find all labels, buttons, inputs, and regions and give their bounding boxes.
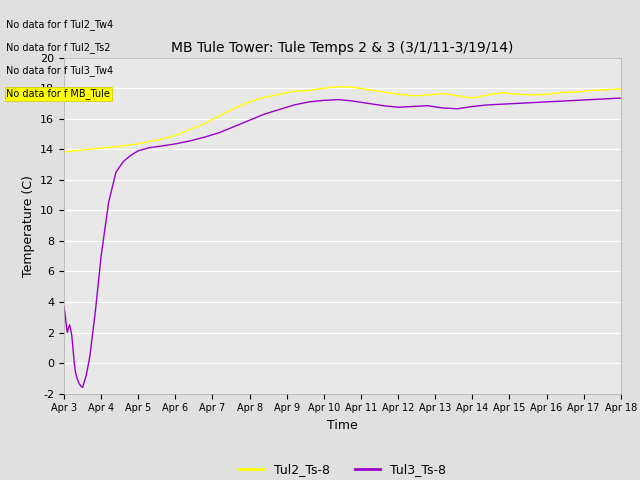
X-axis label: Time: Time	[327, 419, 358, 432]
Tul2_Ts-8	[409, 93, 417, 99]
Tul2_Ts-8	[145, 139, 153, 144]
Tul2_Ts-8	[108, 144, 116, 150]
Tul2_Ts-8	[186, 127, 194, 132]
Tul3_Ts-8	[365, 100, 372, 106]
Tul3_Ts-8	[157, 144, 164, 149]
Tul2_Ts-8	[124, 143, 131, 148]
Text: No data for f Tul3_Tw4: No data for f Tul3_Tw4	[6, 65, 113, 76]
Tul2_Ts-8	[543, 91, 550, 97]
Tul2_Ts-8	[231, 105, 239, 111]
Tul2_Ts-8	[528, 92, 536, 98]
Tul2_Ts-8	[66, 148, 74, 154]
Tul3_Ts-8	[79, 384, 86, 390]
Tul2_Ts-8	[291, 88, 298, 94]
Tul2_Ts-8	[93, 145, 101, 151]
Tul2_Ts-8	[439, 91, 447, 96]
Tul2_Ts-8	[246, 99, 253, 105]
Tul2_Ts-8	[64, 149, 72, 155]
Tul2_Ts-8	[305, 87, 313, 93]
Tul2_Ts-8	[79, 147, 86, 153]
Tul2_Ts-8	[60, 149, 68, 155]
Tul2_Ts-8	[498, 90, 506, 96]
Tul2_Ts-8	[275, 91, 283, 97]
Tul2_Ts-8	[101, 145, 109, 151]
Tul2_Ts-8	[424, 92, 431, 98]
Tul2_Ts-8	[454, 93, 461, 99]
Tul2_Ts-8	[557, 90, 565, 96]
Tul2_Ts-8	[349, 84, 357, 90]
Tul3_Ts-8	[86, 352, 94, 358]
Title: MB Tule Tower: Tule Temps 2 & 3 (3/1/11-3/19/14): MB Tule Tower: Tule Temps 2 & 3 (3/1/11-…	[172, 41, 513, 55]
Tul3_Ts-8	[60, 304, 68, 310]
Tul2_Ts-8	[216, 113, 224, 119]
Text: No data for f MB_Tule: No data for f MB_Tule	[6, 88, 110, 99]
Tul3_Ts-8	[617, 95, 625, 101]
Tul2_Ts-8	[86, 146, 94, 152]
Tul2_Ts-8	[394, 91, 402, 97]
Tul2_Ts-8	[468, 95, 476, 101]
Legend: Tul2_Ts-8, Tul3_Ts-8: Tul2_Ts-8, Tul3_Ts-8	[234, 458, 451, 480]
Text: No data for f Tul2_Tw4: No data for f Tul2_Tw4	[6, 19, 114, 30]
Tul3_Ts-8	[62, 322, 70, 328]
Tul2_Ts-8	[513, 91, 521, 97]
Tul2_Ts-8	[75, 147, 83, 153]
Tul2_Ts-8	[134, 141, 142, 147]
Tul2_Ts-8	[260, 95, 268, 100]
Tul3_Ts-8	[380, 103, 387, 108]
Tul2_Ts-8	[588, 87, 595, 93]
Line: Tul2_Ts-8: Tul2_Ts-8	[64, 86, 621, 152]
Tul2_Ts-8	[71, 148, 79, 154]
Tul2_Ts-8	[157, 136, 164, 142]
Tul2_Ts-8	[320, 85, 328, 91]
Tul2_Ts-8	[201, 120, 209, 126]
Tul2_Ts-8	[116, 144, 124, 149]
Tul2_Ts-8	[483, 92, 491, 98]
Y-axis label: Temperature (C): Temperature (C)	[22, 175, 35, 276]
Tul2_Ts-8	[572, 89, 580, 95]
Line: Tul3_Ts-8: Tul3_Ts-8	[64, 98, 621, 387]
Tul2_Ts-8	[68, 148, 76, 154]
Tul2_Ts-8	[602, 87, 610, 93]
Tul3_Ts-8	[63, 330, 71, 336]
Tul2_Ts-8	[365, 87, 372, 93]
Text: No data for f Tul2_Ts2: No data for f Tul2_Ts2	[6, 42, 111, 53]
Tul2_Ts-8	[380, 89, 387, 95]
Tul2_Ts-8	[335, 84, 342, 89]
Tul2_Ts-8	[172, 132, 179, 138]
Tul2_Ts-8	[617, 86, 625, 92]
Tul2_Ts-8	[62, 149, 70, 155]
